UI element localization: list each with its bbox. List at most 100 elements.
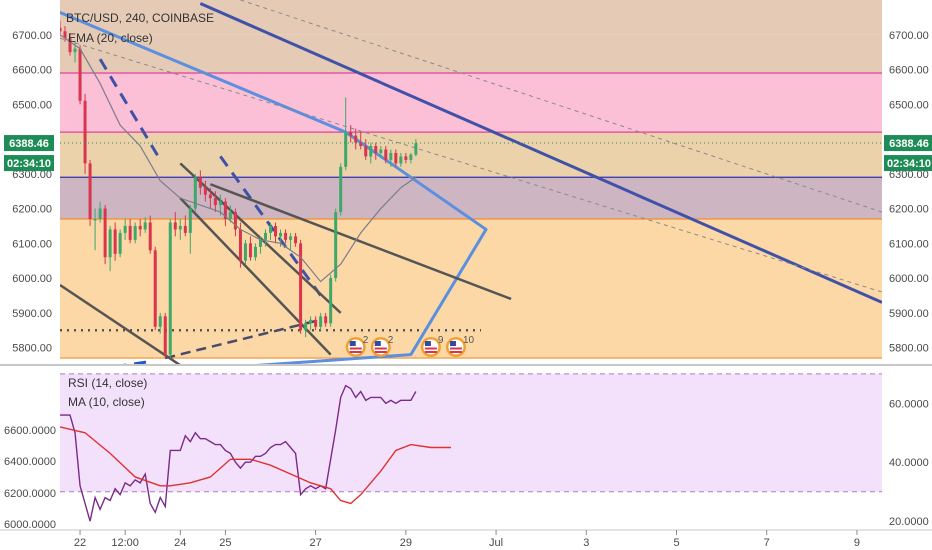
candle-body[interactable] (409, 154, 413, 160)
candle[interactable] (78, 45, 82, 105)
candle-body[interactable] (83, 100, 87, 164)
candle-body[interactable] (93, 219, 97, 221)
candle-body[interactable] (379, 149, 383, 153)
trend-line-9[interactable] (209, 183, 512, 301)
candle-body[interactable] (133, 225, 137, 240)
candle-body[interactable] (63, 31, 67, 39)
candle-body[interactable] (384, 149, 388, 160)
candle-body[interactable] (108, 229, 112, 258)
candle-body[interactable] (314, 319, 318, 327)
candle[interactable] (178, 219, 182, 240)
candle-body[interactable] (369, 146, 373, 157)
candle[interactable] (269, 222, 273, 240)
candle[interactable] (374, 142, 378, 160)
candle[interactable] (409, 152, 413, 164)
candle-body[interactable] (193, 177, 197, 209)
candle[interactable] (58, 20, 62, 35)
candle-body[interactable] (349, 132, 353, 136)
candle-body[interactable] (344, 132, 348, 167)
candle[interactable] (389, 149, 393, 167)
candle[interactable] (88, 159, 92, 226)
candle[interactable] (213, 191, 217, 213)
candle-body[interactable] (269, 225, 273, 233)
last-price-label-right[interactable]: 6388.46 (884, 135, 932, 152)
candle-body[interactable] (274, 225, 278, 237)
candle-body[interactable] (173, 222, 177, 230)
candle[interactable] (243, 239, 247, 265)
price-pane[interactable]: 2 2 9 10 5800.00 5800.00 5900.00 5900.00 6000.00… (4, 0, 932, 375)
candle-body[interactable] (233, 212, 237, 230)
candle-body[interactable] (359, 142, 363, 146)
candle[interactable] (188, 205, 192, 254)
candle[interactable] (143, 217, 147, 233)
candle-body[interactable] (309, 319, 313, 324)
candle-body[interactable] (389, 152, 393, 160)
candle-body[interactable] (153, 250, 157, 327)
candle-body[interactable] (88, 163, 92, 219)
candle[interactable] (138, 219, 142, 237)
candle[interactable] (153, 246, 157, 331)
candle[interactable] (379, 146, 383, 157)
candle[interactable] (369, 142, 373, 164)
candle[interactable] (208, 187, 212, 209)
time-axis[interactable]: 22 12:00 24 25 27 29 Jul 3 5 7 9 (0, 529, 932, 549)
candle[interactable] (349, 125, 353, 143)
candle[interactable] (304, 319, 308, 338)
candle-body[interactable] (143, 222, 147, 230)
candle-body[interactable] (118, 232, 122, 254)
candle-body[interactable] (284, 232, 288, 240)
candle[interactable] (173, 212, 177, 237)
candle[interactable] (68, 33, 72, 56)
candle-body[interactable] (178, 225, 182, 230)
candle-body[interactable] (223, 201, 227, 219)
candle-body[interactable] (263, 232, 268, 240)
trend-line-0[interactable] (55, 10, 488, 372)
candle-body[interactable] (98, 208, 102, 219)
candle-body[interactable] (208, 194, 212, 199)
candle[interactable] (193, 173, 197, 213)
candle-body[interactable] (374, 146, 378, 153)
candle-body[interactable] (243, 243, 247, 261)
candle-body[interactable] (158, 316, 162, 327)
trend-line-10[interactable] (240, 0, 882, 213)
candle[interactable] (359, 132, 363, 150)
candle[interactable] (98, 201, 102, 223)
candle[interactable] (253, 243, 257, 261)
candle-body[interactable] (299, 243, 303, 331)
candle-body[interactable] (319, 316, 323, 327)
candle[interactable] (148, 215, 152, 254)
candle[interactable] (364, 139, 368, 160)
candle-body[interactable] (329, 278, 333, 324)
candle-body[interactable] (304, 323, 308, 331)
candle-body[interactable] (253, 246, 257, 258)
candle[interactable] (263, 229, 268, 247)
candle-body[interactable] (289, 236, 293, 240)
candle[interactable] (123, 219, 127, 240)
candle-body[interactable] (138, 225, 142, 230)
economic-event-marker[interactable]: 9 (420, 335, 444, 357)
economic-event-marker[interactable]: 2 (370, 335, 394, 357)
candle[interactable] (198, 170, 202, 195)
candle[interactable] (223, 198, 227, 226)
countdown-label-right[interactable]: 02:34:10 (884, 155, 932, 172)
candle[interactable] (414, 139, 418, 157)
candle-body[interactable] (339, 166, 343, 213)
trend-line-4[interactable] (55, 360, 151, 376)
price-plot-area[interactable] (55, 0, 882, 375)
candle[interactable] (93, 208, 97, 251)
candle-body[interactable] (279, 232, 283, 237)
candle[interactable] (203, 180, 207, 202)
candle[interactable] (108, 225, 112, 272)
candle-body[interactable] (198, 177, 202, 188)
candle-body[interactable] (73, 48, 77, 53)
candle[interactable] (128, 219, 132, 244)
candle[interactable] (248, 236, 252, 261)
candle[interactable] (163, 312, 167, 359)
candle-body[interactable] (399, 156, 403, 164)
candle[interactable] (284, 229, 288, 244)
candle[interactable] (294, 232, 298, 247)
candle-body[interactable] (364, 146, 368, 157)
candle[interactable] (399, 152, 403, 167)
candle[interactable] (274, 222, 278, 244)
